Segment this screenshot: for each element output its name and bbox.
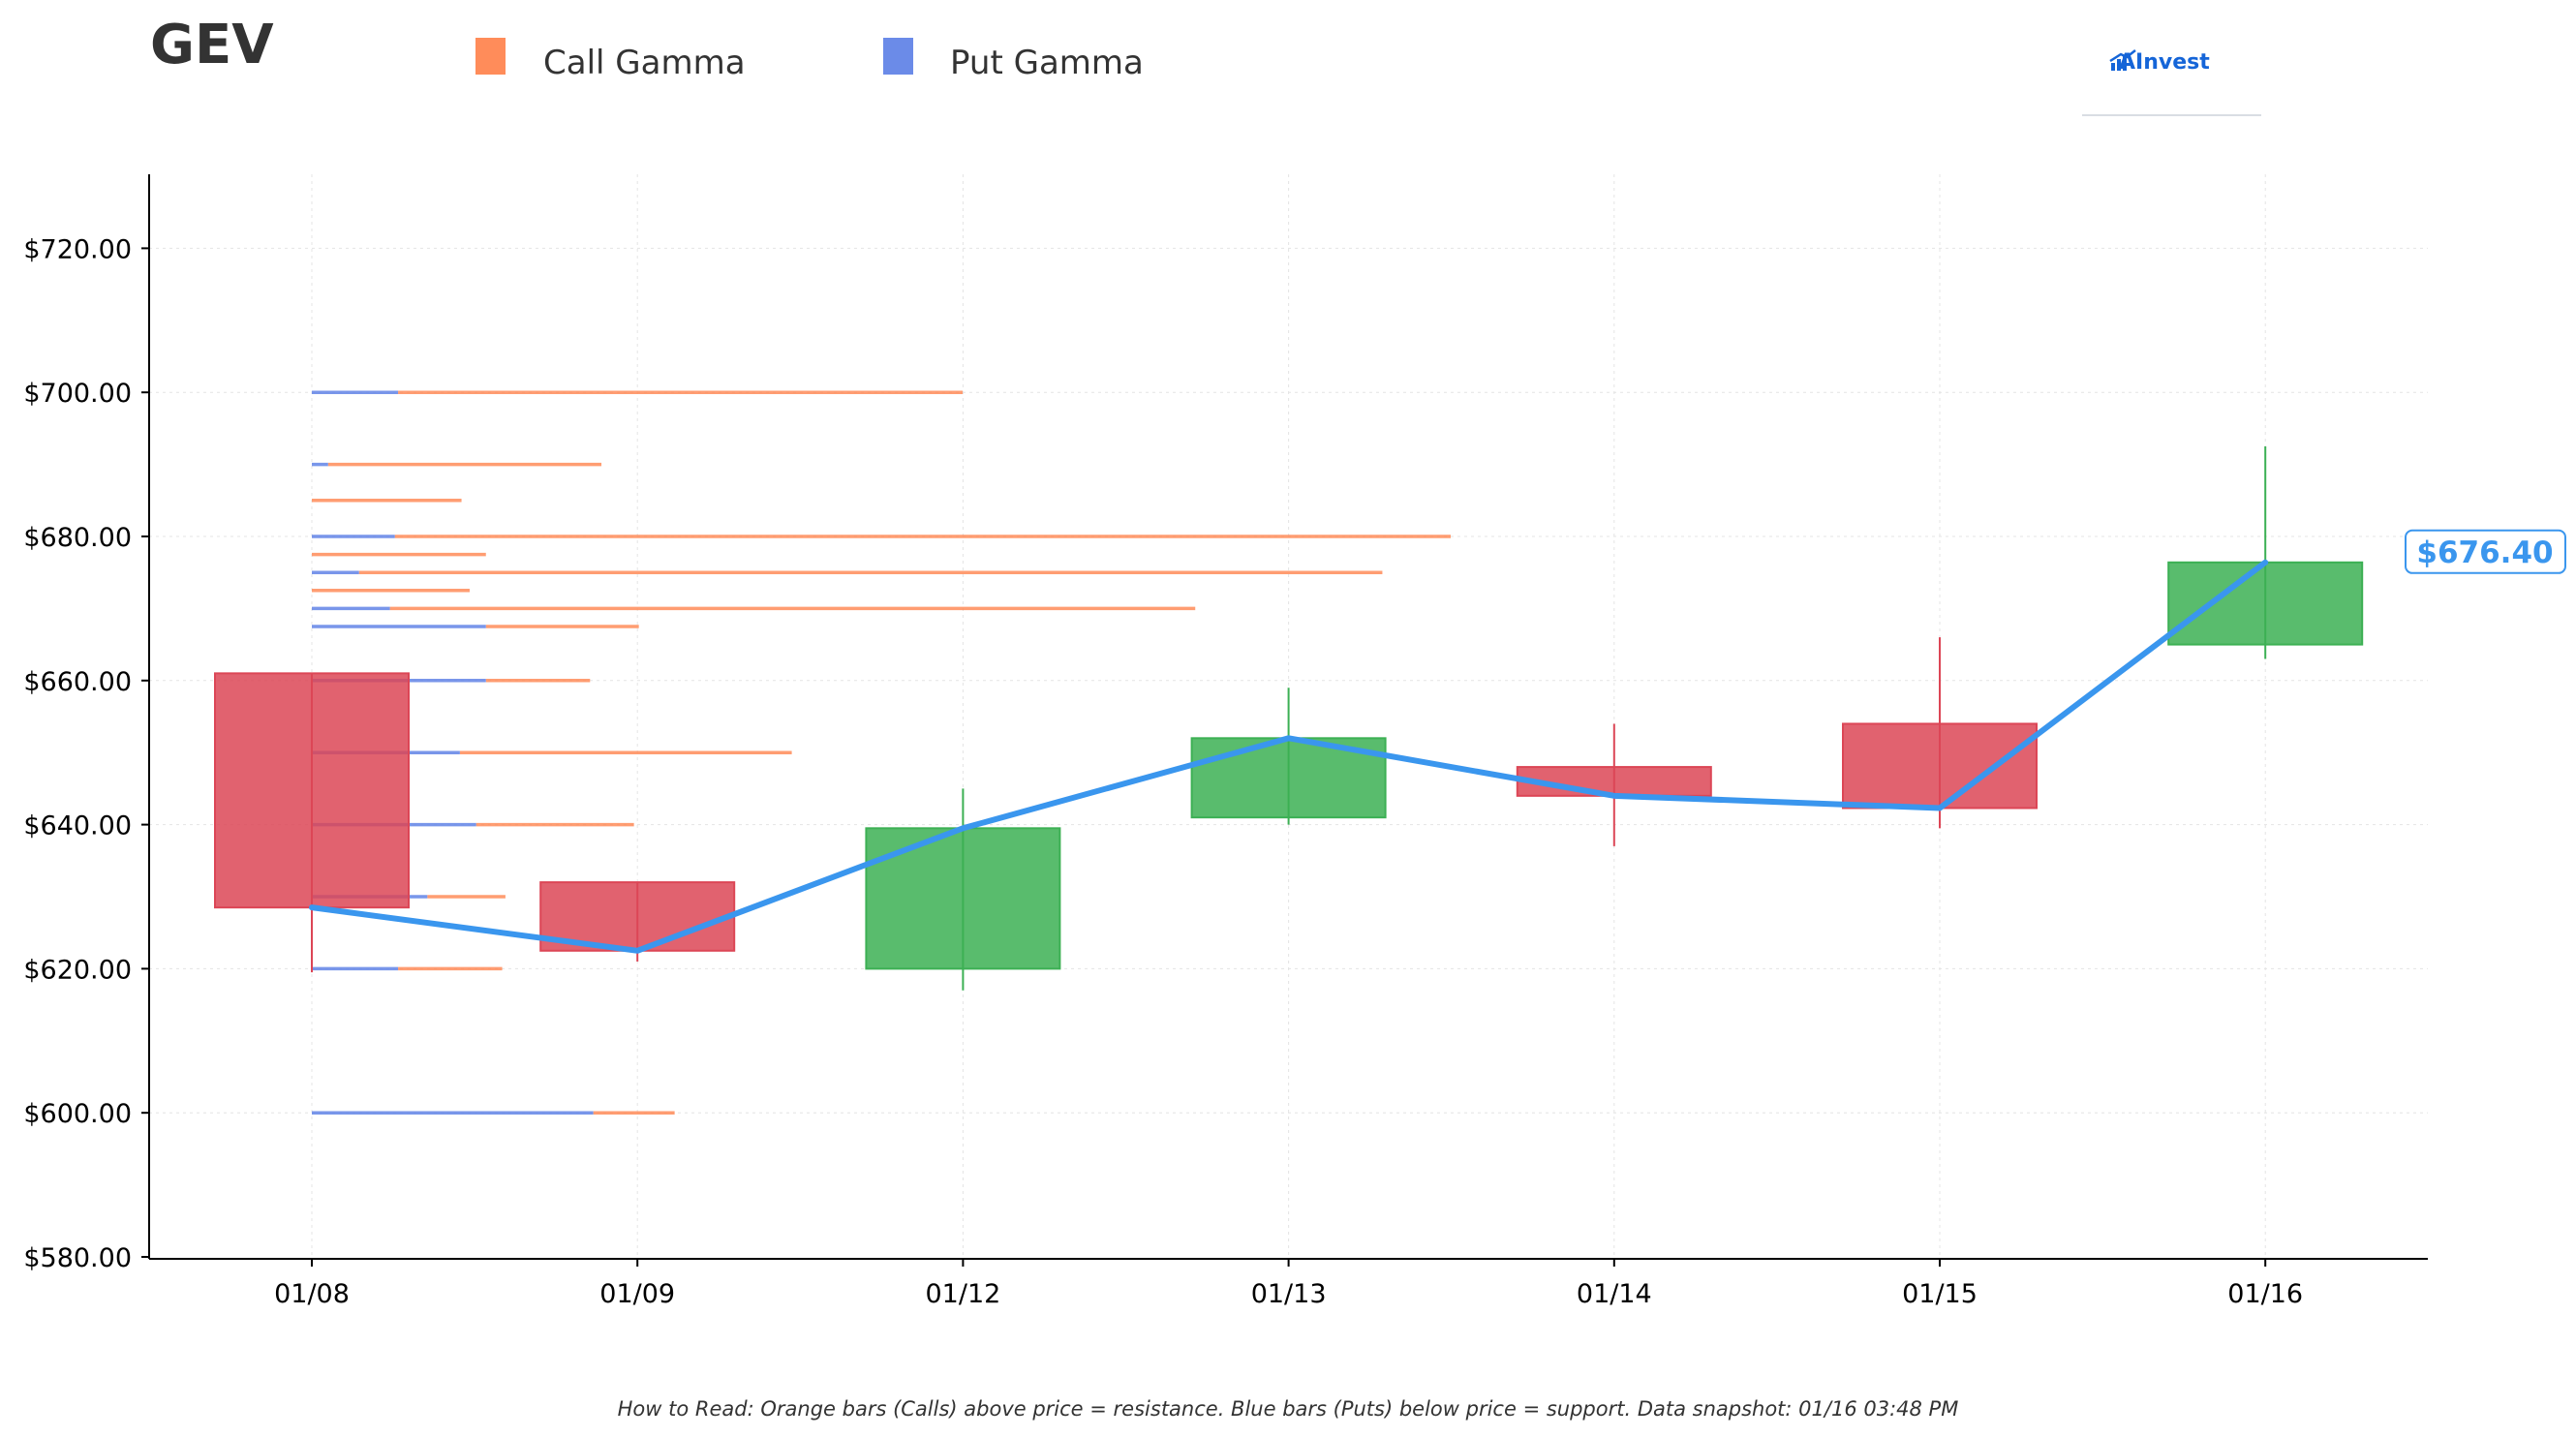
last-price-label: $676.40 — [2416, 535, 2553, 570]
ainvest-logo: AInvest — [2082, 39, 2261, 116]
put-gamma-legend-label: Put Gamma — [950, 44, 1144, 82]
call-gamma-legend-label: Call Gamma — [543, 44, 746, 82]
candle-body — [865, 827, 1061, 970]
logo-text: AInvest — [2119, 50, 2210, 75]
x-tick-label: 01/14 — [1577, 1279, 1652, 1309]
call-gamma-swatch — [475, 38, 506, 75]
y-tick-label: $620.00 — [23, 955, 132, 985]
y-tick-label: $580.00 — [23, 1243, 132, 1273]
y-tick-label: $720.00 — [23, 234, 132, 264]
candle-body — [1842, 722, 2038, 810]
x-tick-label: 01/08 — [274, 1279, 350, 1309]
put-gamma-swatch — [883, 38, 913, 75]
y-tick-label: $600.00 — [23, 1099, 132, 1129]
y-tick-label: $700.00 — [23, 379, 132, 409]
logo-chart-icon — [2109, 49, 2136, 71]
footer-note: How to Read: Orange bars (Calls) above p… — [617, 1397, 1959, 1421]
y-tick-label: $660.00 — [23, 667, 132, 697]
x-tick-label: 01/13 — [1251, 1279, 1327, 1309]
price-line — [309, 559, 2269, 954]
y-tick-label: $640.00 — [23, 811, 132, 841]
x-tick-label: 01/12 — [925, 1279, 1000, 1309]
x-tick-label: 01/09 — [599, 1279, 675, 1309]
candle-body — [2167, 561, 2364, 646]
ticker-title: GEV — [150, 14, 274, 76]
y-tick-label: $680.00 — [23, 523, 132, 553]
candle-body — [214, 672, 410, 909]
x-tick-label: 01/16 — [2227, 1279, 2303, 1309]
x-tick-label: 01/15 — [1902, 1279, 1978, 1309]
last-price-box — [2405, 529, 2566, 574]
